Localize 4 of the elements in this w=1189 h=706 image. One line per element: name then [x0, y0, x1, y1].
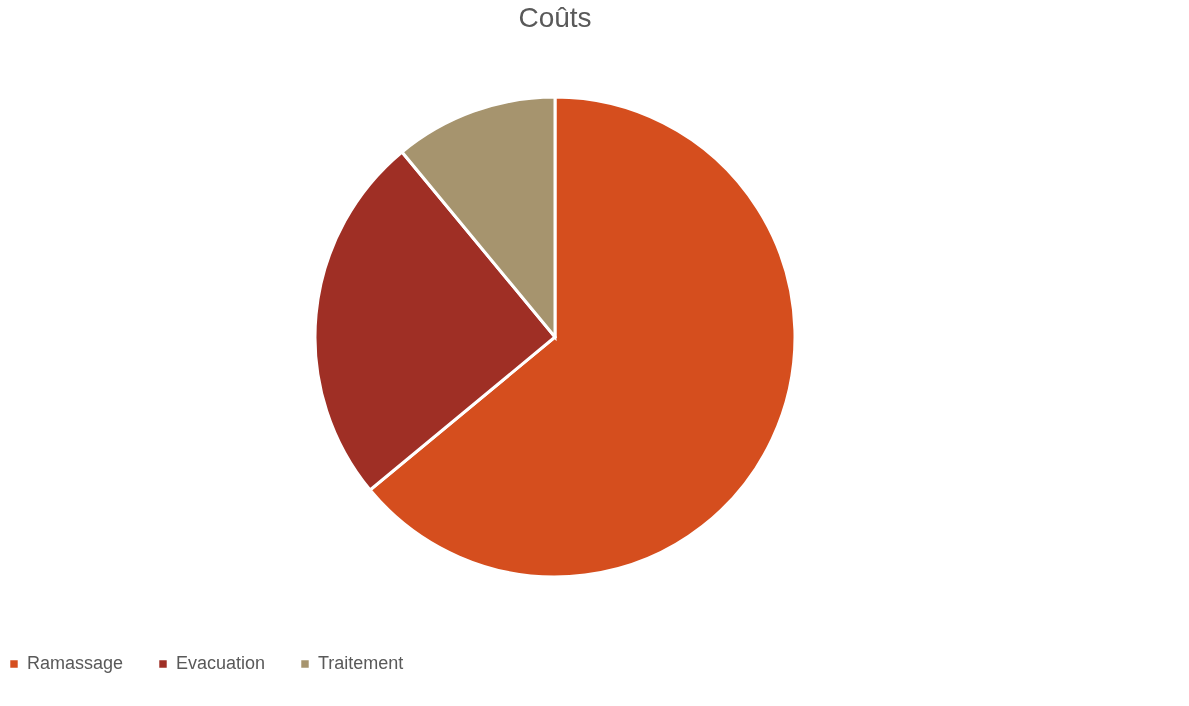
- legend-label: Traitement: [318, 653, 404, 673]
- legend-label: Evacuation: [176, 653, 266, 673]
- legend-label: Ramassage: [27, 653, 124, 673]
- chart-title: Coûts: [518, 2, 592, 33]
